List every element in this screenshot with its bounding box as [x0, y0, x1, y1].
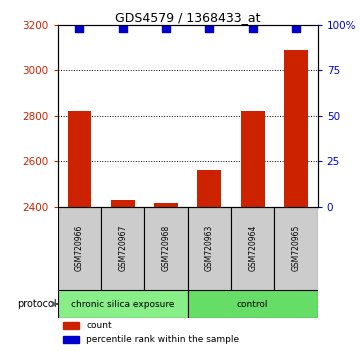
Text: GSM720967: GSM720967	[118, 225, 127, 272]
Text: GSM720966: GSM720966	[75, 225, 84, 272]
Bar	[284, 50, 308, 207]
Text: protocol: protocol	[17, 299, 57, 309]
Text: GSM720964: GSM720964	[248, 225, 257, 272]
Point	[293, 25, 299, 30]
Bar	[188, 290, 318, 318]
Bar	[241, 111, 265, 207]
Text: percentile rank within the sample: percentile rank within the sample	[86, 335, 239, 344]
Text: count: count	[86, 321, 112, 330]
Text: GSM720963: GSM720963	[205, 225, 214, 272]
Bar	[111, 200, 135, 207]
Bar	[58, 207, 101, 290]
Point	[77, 25, 82, 30]
Text: control: control	[237, 299, 269, 309]
Text: GSM720968: GSM720968	[162, 225, 170, 271]
Bar	[154, 203, 178, 207]
Text: chronic silica exposure: chronic silica exposure	[71, 299, 174, 309]
Bar	[63, 322, 79, 329]
Bar	[68, 111, 91, 207]
Bar	[144, 207, 188, 290]
Title: GDS4579 / 1368433_at: GDS4579 / 1368433_at	[115, 11, 261, 24]
Bar	[197, 170, 221, 207]
Bar	[274, 207, 318, 290]
Bar	[101, 207, 144, 290]
Bar	[231, 207, 274, 290]
Point	[120, 25, 126, 30]
Bar	[58, 290, 188, 318]
Point	[250, 25, 256, 30]
Bar	[63, 336, 79, 343]
Text: GSM720965: GSM720965	[292, 225, 300, 272]
Point	[163, 25, 169, 30]
Point	[206, 25, 212, 30]
Bar	[188, 207, 231, 290]
